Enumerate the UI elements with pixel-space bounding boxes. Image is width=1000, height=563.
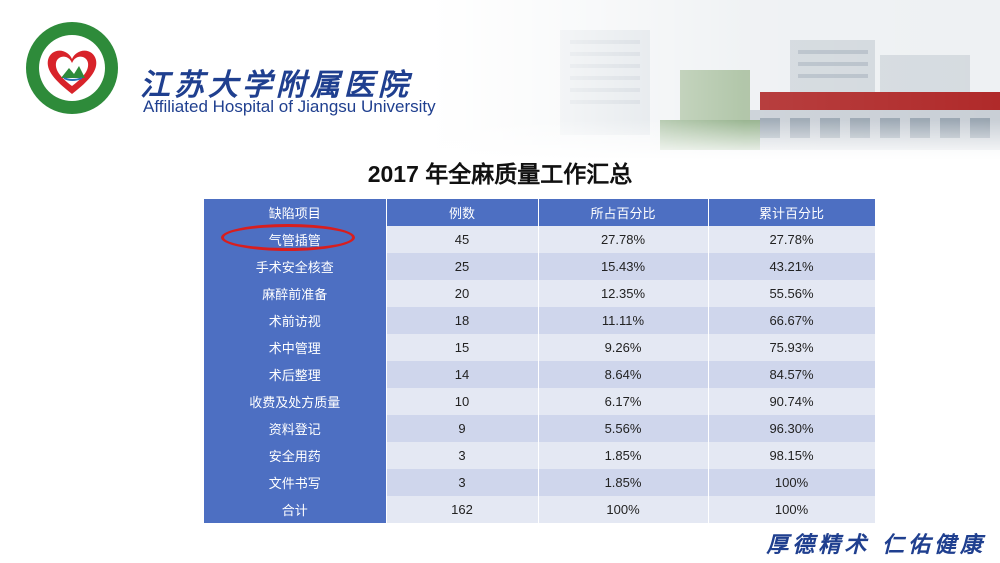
table-row: 收费及处方质量 10 6.17% 90.74%	[204, 388, 876, 415]
header-percentage: 所占百分比	[538, 199, 709, 226]
table-row: 资料登记 9 5.56% 96.30%	[204, 415, 876, 442]
header-defect-item: 缺陷项目	[204, 199, 387, 226]
cumulative-cell: 43.21%	[708, 253, 876, 280]
hospital-building-photo	[430, 0, 1000, 160]
cumulative-cell: 75.93%	[708, 334, 876, 361]
percentage-cell: 12.35%	[538, 280, 709, 307]
cumulative-cell: 55.56%	[708, 280, 876, 307]
count-cell: 15	[386, 334, 539, 361]
red-highlight-circle	[221, 224, 355, 251]
defect-item-cell: 术中管理	[204, 334, 387, 361]
cumulative-cell: 90.74%	[708, 388, 876, 415]
percentage-cell: 5.56%	[538, 415, 709, 442]
count-cell: 9	[386, 415, 539, 442]
table-row: 文件书写 3 1.85% 100%	[204, 469, 876, 496]
defect-item-cell: 麻醉前准备	[204, 280, 387, 307]
cumulative-cell: 84.57%	[708, 361, 876, 388]
total-percentage-cell: 100%	[538, 496, 709, 523]
table-row: 手术安全核查 25 15.43% 43.21%	[204, 253, 876, 280]
total-cumulative-cell: 100%	[708, 496, 876, 523]
defect-summary-table: 缺陷项目 例数 所占百分比 累计百分比 气管插管 45 27.78% 27.78…	[204, 199, 876, 523]
count-cell: 3	[386, 442, 539, 469]
count-cell: 45	[386, 226, 539, 253]
table-row: 安全用药 3 1.85% 98.15%	[204, 442, 876, 469]
percentage-cell: 1.85%	[538, 442, 709, 469]
defect-item-cell: 手术安全核查	[204, 253, 387, 280]
percentage-cell: 1.85%	[538, 469, 709, 496]
cumulative-cell: 66.67%	[708, 307, 876, 334]
page-title: 2017 年全麻质量工作汇总	[367, 161, 633, 187]
defect-item-cell: 收费及处方质量	[204, 388, 387, 415]
table-row: 麻醉前准备 20 12.35% 55.56%	[204, 280, 876, 307]
defect-item-cell: 术后整理	[204, 361, 387, 388]
defect-item-cell: 安全用药	[204, 442, 387, 469]
hospital-motto: 厚德精术 仁佑健康	[766, 532, 986, 558]
table-header-row: 缺陷项目 例数 所占百分比 累计百分比	[204, 199, 876, 226]
header-count: 例数	[386, 199, 539, 226]
cumulative-cell: 96.30%	[708, 415, 876, 442]
count-cell: 25	[386, 253, 539, 280]
defect-item-cell: 术前访视	[204, 307, 387, 334]
percentage-cell: 27.78%	[538, 226, 709, 253]
cumulative-cell: 100%	[708, 469, 876, 496]
percentage-cell: 11.11%	[538, 307, 709, 334]
hospital-chinese-name: 江苏大学附属医院	[140, 68, 412, 103]
hospital-english-name: Affiliated Hospital of Jiangsu Universit…	[143, 97, 436, 116]
percentage-cell: 6.17%	[538, 388, 709, 415]
table-total-row: 合计 162 100% 100%	[204, 496, 876, 523]
header-cumulative: 累计百分比	[708, 199, 876, 226]
total-count-cell: 162	[386, 496, 539, 523]
count-cell: 14	[386, 361, 539, 388]
hospital-logo	[24, 20, 120, 116]
count-cell: 10	[386, 388, 539, 415]
count-cell: 20	[386, 280, 539, 307]
table-row: 术后整理 14 8.64% 84.57%	[204, 361, 876, 388]
percentage-cell: 8.64%	[538, 361, 709, 388]
cumulative-cell: 27.78%	[708, 226, 876, 253]
defect-item-cell: 文件书写	[204, 469, 387, 496]
count-cell: 18	[386, 307, 539, 334]
table-row: 术中管理 15 9.26% 75.93%	[204, 334, 876, 361]
count-cell: 3	[386, 469, 539, 496]
cumulative-cell: 98.15%	[708, 442, 876, 469]
total-label-cell: 合计	[204, 496, 387, 523]
defect-item-cell: 资料登记	[204, 415, 387, 442]
percentage-cell: 15.43%	[538, 253, 709, 280]
percentage-cell: 9.26%	[538, 334, 709, 361]
table-row: 术前访视 18 11.11% 66.67%	[204, 307, 876, 334]
